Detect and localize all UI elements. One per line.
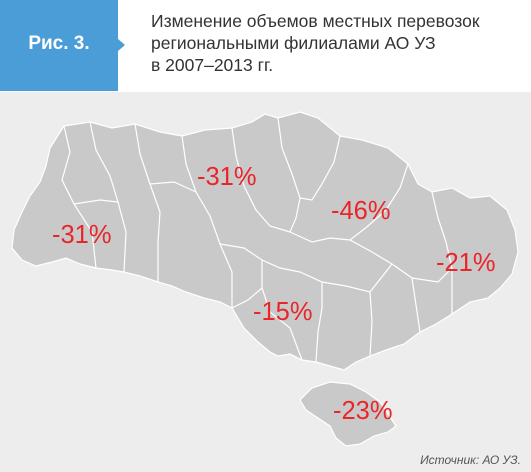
map-panel: -31% -31% -46% -21% -15% -23% Источник: …: [0, 92, 531, 472]
figure-title: Изменение объемов местных перевозок реги…: [151, 10, 521, 76]
region-label-east: -21%: [436, 249, 496, 277]
figure-title-line-2: региональными филиалами АО УЗ: [151, 33, 436, 53]
source-note: Источник: АО УЗ.: [420, 453, 521, 467]
figure-number-badge: Рис. 3.: [0, 0, 118, 91]
region-label-crimea: -23%: [333, 397, 393, 425]
region-borders: [61, 117, 453, 363]
badge-pointer: [118, 39, 125, 51]
figure-title-line-1: Изменение объемов местных перевозок: [151, 11, 480, 31]
region-label-south: -15%: [253, 298, 313, 326]
figure-number: Рис. 3.: [28, 33, 90, 54]
figure-title-line-3: в 2007–2013 гг.: [151, 55, 274, 75]
region-label-west: -31%: [52, 221, 112, 249]
crimea-outline: [299, 381, 397, 447]
ukraine-map: [11, 111, 519, 447]
region-label-north-central: -31%: [197, 163, 257, 191]
figure-header: Рис. 3. Изменение объемов местных перево…: [0, 0, 531, 92]
region-label-north-east: -46%: [331, 197, 391, 225]
